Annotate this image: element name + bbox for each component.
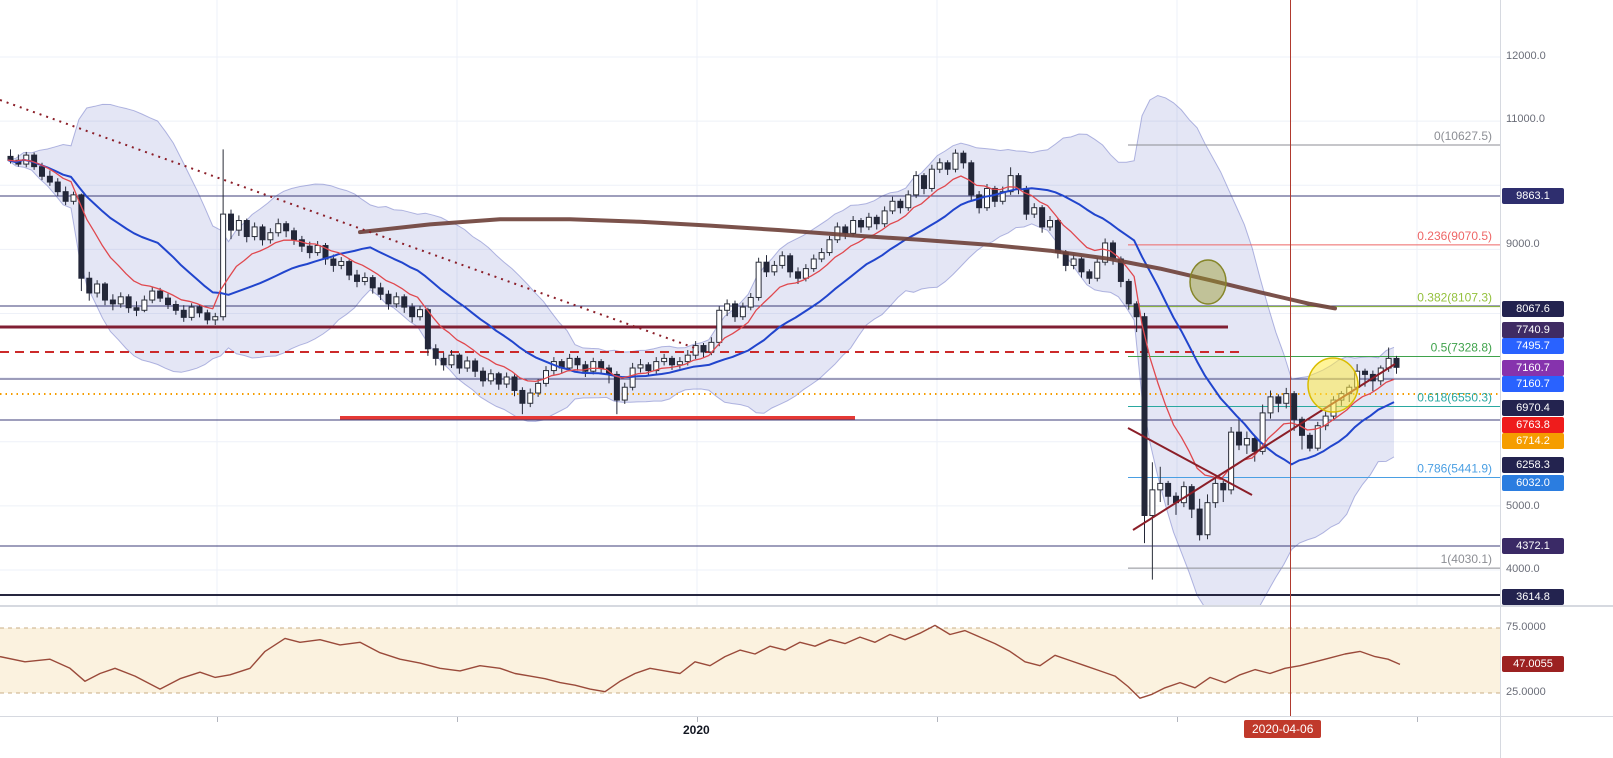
bb-basis-line — [7, 158, 1395, 466]
price-axis[interactable]: 12000.0 11000.0 9000.0 5000.0 4000.0 9863.1 80… — [1500, 0, 1613, 605]
fib-label: 0.236(9070.5) — [1417, 229, 1492, 243]
price-tag: 4372.1 — [1502, 538, 1564, 554]
price-axis-tick: 12000.0 — [1506, 50, 1546, 62]
price-axis-divider — [1500, 0, 1501, 758]
rsi-line — [0, 624, 1401, 699]
rsi-axis[interactable]: 47.0055 75.0000 25.0000 — [1500, 607, 1613, 716]
price-tag: 3614.8 — [1502, 589, 1564, 605]
price-tag: 9863.1 — [1502, 188, 1564, 204]
highlight-ellipse[interactable] — [1307, 357, 1359, 413]
rsi-indicator-panel[interactable] — [0, 607, 1500, 716]
fib-label: 0.786(5441.9) — [1417, 462, 1492, 476]
fib-label: 0(10627.5) — [1434, 129, 1492, 143]
time-axis-tick — [1177, 717, 1178, 722]
time-axis-year-label: 2020 — [683, 723, 710, 737]
price-tag: 8067.6 — [1502, 301, 1564, 317]
rsi-band-fill — [0, 628, 1500, 693]
rsi-value-tag: 47.0055 — [1502, 656, 1564, 673]
rsi-axis-tick: 75.0000 — [1506, 621, 1546, 633]
price-tag: 7160.7 — [1502, 360, 1564, 376]
time-axis-tick — [217, 717, 218, 722]
price-tag: 6032.0 — [1502, 475, 1564, 491]
price-tag: 6258.3 — [1502, 457, 1564, 473]
fib-label: 0.382(8107.3) — [1417, 291, 1492, 305]
fib-label: 0.618(6550.3) — [1417, 390, 1492, 404]
fast-ma-line — [7, 159, 1395, 481]
highlight-ellipse[interactable] — [1189, 259, 1227, 305]
price-chart-panel[interactable]: 0(10627.5) 0.236(9070.5) 0.382(8107.3) 0.5(… — [0, 0, 1500, 605]
fib-label: 1(4030.1) — [1441, 552, 1492, 566]
price-axis-tick: 5000.0 — [1506, 500, 1540, 512]
price-axis-tick: 11000.0 — [1506, 113, 1545, 125]
price-axis-tick: 9000.0 — [1506, 238, 1540, 250]
candlestick-series[interactable] — [7, 149, 1400, 580]
price-tag: 6970.4 — [1502, 400, 1564, 416]
price-tag: 7495.7 — [1502, 338, 1564, 354]
rsi-axis-tick: 25.0000 — [1506, 686, 1546, 698]
time-axis[interactable]: 2020 2020-04-06 — [0, 716, 1613, 758]
time-axis-tick — [457, 717, 458, 722]
price-tag: 6714.2 — [1502, 433, 1564, 449]
grid-lines — [0, 0, 1500, 605]
wedge-upper-line[interactable] — [1127, 427, 1253, 496]
time-axis-tick — [697, 717, 698, 722]
price-tag: 7160.7 — [1502, 376, 1564, 392]
price-axis-tick: 4000.0 — [1506, 563, 1540, 575]
date-marker-tag: 2020-04-06 — [1244, 720, 1322, 738]
horizontal-level-lines[interactable] — [0, 195, 1500, 596]
fib-label: 0.5(7328.8) — [1431, 341, 1492, 355]
panel-divider[interactable] — [0, 605, 1613, 607]
price-tag: 7740.9 — [1502, 322, 1564, 338]
price-tag: 6763.8 — [1502, 417, 1564, 433]
fib-retracement[interactable]: 0(10627.5) 0.236(9070.5) 0.382(8107.3) 0.5(… — [1128, 129, 1500, 569]
time-axis-tick — [1417, 717, 1418, 722]
time-axis-tick — [937, 717, 938, 722]
